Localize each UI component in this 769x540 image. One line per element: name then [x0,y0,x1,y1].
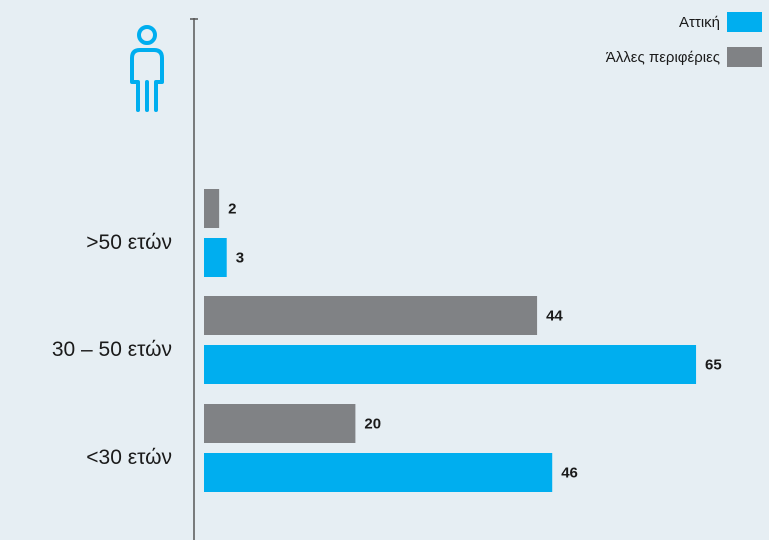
value-label: 65 [705,357,722,374]
category-label: 30 – 50 ετών [52,338,172,361]
value-label: 46 [561,465,578,482]
bar-attica [204,238,227,277]
legend-label: Άλλες περιφέριες [606,49,720,66]
value-label: 44 [546,308,563,325]
legend: Αττική Άλλες περιφέριες [606,12,762,67]
value-label: 20 [364,416,381,433]
category-label: <30 ετών [86,446,172,469]
value-label: 2 [228,201,236,218]
bar-attica [204,453,553,492]
legend-swatch [727,12,762,32]
value-label: 3 [236,250,244,267]
bar-attica [204,345,697,384]
legend-label: Αττική [679,14,720,31]
person-icon [130,25,164,112]
bar-other-regions [204,296,538,335]
bar-other-regions [204,189,220,228]
category-labels: >50 ετών 30 – 50 ετών <30 ετών [52,231,172,469]
category-label: >50 ετών [86,231,172,254]
legend-swatch [727,47,762,67]
bar-other-regions [204,404,356,443]
